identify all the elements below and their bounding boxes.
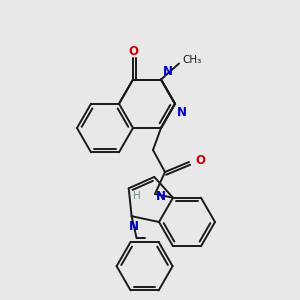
Text: CH₃: CH₃ — [182, 55, 201, 64]
Text: N: N — [129, 220, 139, 233]
Text: N: N — [163, 64, 173, 77]
Text: H: H — [133, 191, 141, 201]
Text: O: O — [128, 45, 138, 58]
Text: O: O — [195, 154, 205, 166]
Text: N: N — [156, 190, 166, 202]
Text: N: N — [177, 106, 187, 119]
